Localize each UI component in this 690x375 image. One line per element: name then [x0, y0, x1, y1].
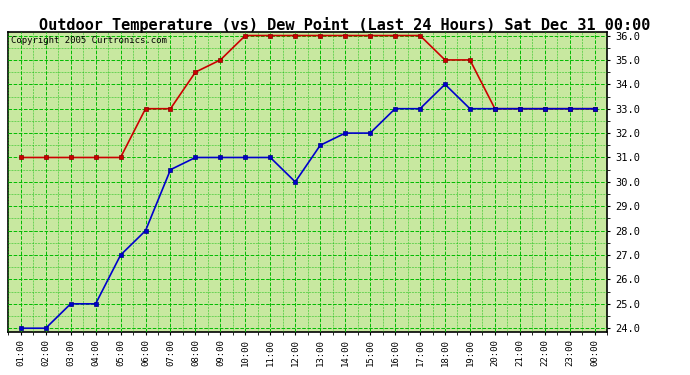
Text: Outdoor Temperature (vs) Dew Point (Last 24 Hours) Sat Dec 31 00:00: Outdoor Temperature (vs) Dew Point (Last…	[39, 17, 651, 33]
Text: Copyright 2005 Curtronics.com: Copyright 2005 Curtronics.com	[11, 36, 167, 45]
